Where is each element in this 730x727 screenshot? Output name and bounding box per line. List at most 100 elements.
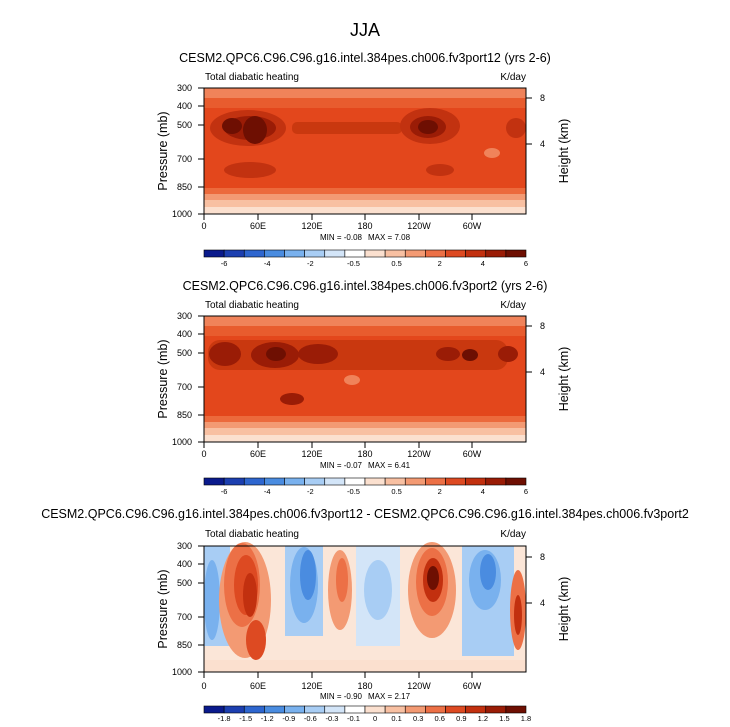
colorbar-label: -0.1: [347, 714, 360, 723]
colorbar-label: -1.5: [239, 714, 252, 723]
x-tick-label: 0: [201, 449, 206, 459]
colorbar-label: -0.6: [304, 714, 317, 723]
height-axis-label: Height (km): [557, 347, 571, 412]
height-axis-label: Height (km): [557, 577, 571, 642]
panel-1-y-axis-right: 8 4 Height (km): [526, 93, 571, 183]
colorbar-swatch: [203, 705, 225, 714]
colorbar-swatch: [445, 249, 466, 258]
y-tick-label: 1000: [172, 667, 192, 677]
panel-1-colorbar: -6 -4 -2 -0.5 0.5 2 4 6: [203, 249, 528, 268]
colorbar-label: 1.5: [499, 714, 509, 723]
colorbar-label: -2: [307, 487, 314, 496]
colorbar-label: 1.8: [521, 714, 531, 723]
colorbar-swatch: [223, 705, 245, 714]
colorbar-swatch: [445, 477, 466, 486]
x-tick-label: 180: [357, 681, 372, 691]
colorbar-label: 0.9: [456, 714, 466, 723]
height-tick-label: 4: [540, 139, 545, 149]
panel-1-min-label: MIN = -0.08: [320, 233, 363, 242]
y-tick-label: 400: [177, 329, 192, 339]
x-tick-label: 120E: [301, 221, 322, 231]
colorbar-swatch: [404, 477, 426, 486]
y-tick-label: 700: [177, 612, 192, 622]
colorbar-swatch: [264, 249, 285, 258]
colorbar-swatch: [404, 249, 426, 258]
y-tick-label: 300: [177, 83, 192, 93]
x-tick-label: 60W: [463, 681, 482, 691]
x-tick-label: 60E: [250, 221, 266, 231]
colorbar-swatch: [344, 249, 366, 258]
panel-2-title: CESM2.QPC6.C96.C96.g16.intel.384pes.ch00…: [183, 279, 548, 293]
colorbar-swatch: [324, 249, 346, 258]
panel-3-title: CESM2.QPC6.C96.C96.g16.intel.384pes.ch00…: [41, 507, 689, 521]
panel-3-x-axis: 0 60E 120E 180 120W 60W: [201, 672, 482, 691]
x-tick-label: 120E: [301, 681, 322, 691]
y-tick-label: 850: [177, 182, 192, 192]
colorbar-swatch: [505, 477, 527, 486]
colorbar-swatch: [223, 249, 245, 258]
y-tick-label: 1000: [172, 209, 192, 219]
y-tick-label: 850: [177, 640, 192, 650]
panel-1-y-axis: 300 400 500 700 850 1000 Pressure (mb): [156, 83, 204, 219]
colorbar-label: -1.8: [218, 714, 231, 723]
colorbar-swatch: [344, 477, 366, 486]
panel-2-min-label: MIN = -0.07: [320, 461, 363, 470]
colorbar-swatch: [304, 705, 326, 714]
colorbar-label: -4: [264, 259, 271, 268]
height-tick-label: 8: [540, 552, 545, 562]
colorbar-label: 0.5: [391, 487, 401, 496]
colorbar-label: 0.6: [435, 714, 445, 723]
colorbar-label: -0.3: [325, 714, 338, 723]
panel-1-heatmap: [204, 88, 526, 214]
colorbar-swatch: [284, 477, 305, 486]
x-tick-label: 120W: [407, 221, 431, 231]
x-tick-label: 120W: [407, 449, 431, 459]
colorbar-swatch: [445, 705, 466, 714]
panel-3-units: K/day: [500, 529, 526, 540]
colorbar-label: 1.2: [478, 714, 488, 723]
x-tick-label: 120W: [407, 681, 431, 691]
colorbar-swatch: [284, 249, 305, 258]
colorbar-label: 6: [524, 487, 528, 496]
colorbar-swatch: [223, 477, 245, 486]
height-tick-label: 4: [540, 367, 545, 377]
colorbar-swatch: [465, 477, 487, 486]
colorbar-swatch: [364, 477, 386, 486]
colorbar-swatch: [465, 249, 487, 258]
colorbar-label: 2: [438, 259, 442, 268]
height-tick-label: 4: [540, 598, 545, 608]
panel-3-colorbar: -1.8 -1.5 -1.2 -0.9 -0.6 -0.3 -0.1 0 0.1 0.3 0.6 0.…: [203, 705, 531, 723]
colorbar-swatch: [203, 477, 225, 486]
colorbar-label: -6: [221, 259, 228, 268]
panel-1-title: CESM2.QPC6.C96.C96.g16.intel.384pes.ch00…: [179, 51, 551, 65]
colorbar-label: -0.5: [347, 259, 360, 268]
panel-3-y-axis: 300 400 500 700 850 1000 Pressure (mb): [156, 541, 204, 677]
colorbar-label: 0.5: [391, 259, 401, 268]
colorbar-swatch: [203, 249, 225, 258]
panel-2-max-label: MAX = 6.41: [368, 461, 411, 470]
panel-3-max-label: MAX = 2.17: [368, 692, 411, 701]
colorbar-swatch: [425, 705, 446, 714]
y-tick-label: 300: [177, 541, 192, 551]
panel-3-y-axis-right: 8 4 Height (km): [526, 552, 571, 641]
colorbar-label: -1.2: [261, 714, 274, 723]
panel-2: CESM2.QPC6.C96.C96.g16.intel.384pes.ch00…: [156, 279, 571, 496]
panel-3-heatmap: [204, 542, 526, 672]
y-tick-label: 500: [177, 120, 192, 130]
y-tick-label: 850: [177, 410, 192, 420]
y-axis-label: Pressure (mb): [156, 339, 170, 418]
colorbar-swatch: [243, 249, 265, 258]
panel-2-x-axis: 0 60E 120E 180 120W 60W: [201, 442, 482, 459]
colorbar-swatch: [505, 249, 527, 258]
panel-1-field-label: Total diabatic heating: [205, 72, 299, 83]
y-tick-label: 700: [177, 382, 192, 392]
y-tick-label: 500: [177, 578, 192, 588]
y-tick-label: 700: [177, 154, 192, 164]
colorbar-label: 4: [481, 259, 485, 268]
colorbar-swatch: [324, 477, 346, 486]
colorbar-swatch: [485, 249, 507, 258]
panel-2-colorbar: -6 -4 -2 -0.5 0.5 2 4 6: [203, 477, 528, 496]
colorbar-swatch: [304, 249, 326, 258]
y-tick-label: 400: [177, 559, 192, 569]
panel-2-units: K/day: [500, 300, 526, 311]
